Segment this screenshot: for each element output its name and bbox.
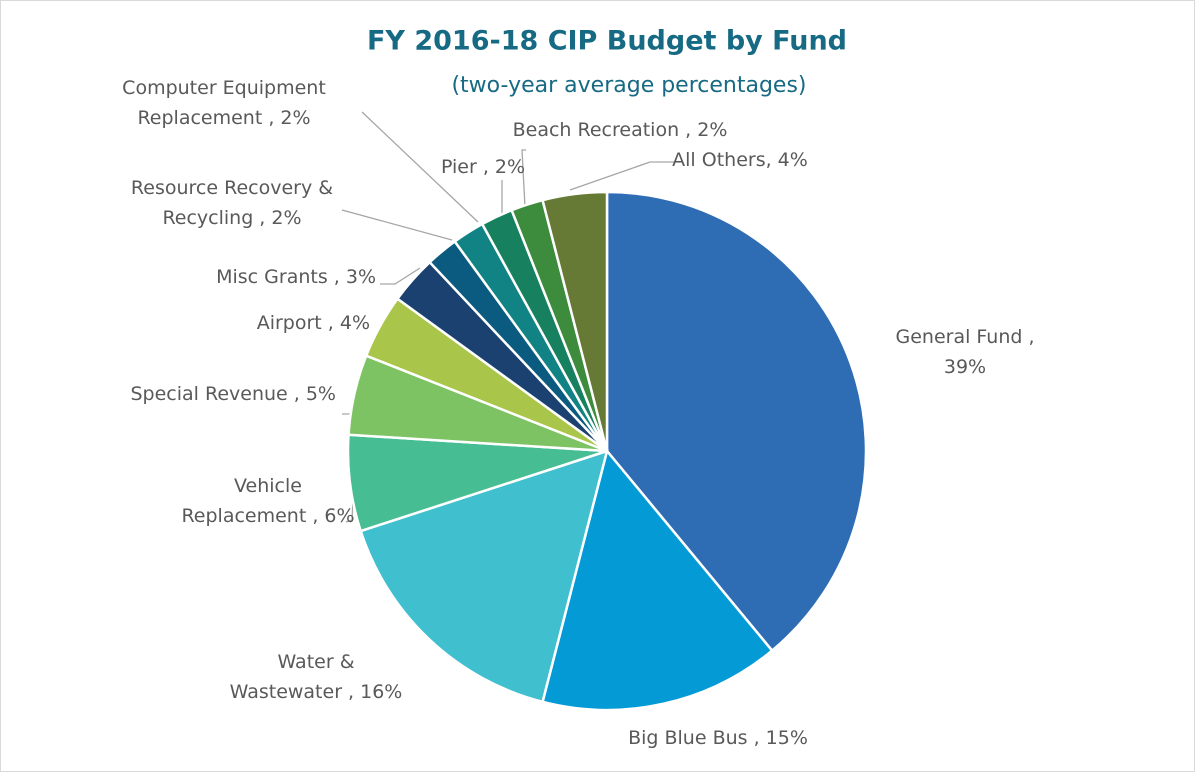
slice-label-line: Resource Recovery & (131, 177, 333, 199)
slice-label: Special Revenue , 5% (130, 383, 336, 405)
slice-label-line: Computer Equipment (122, 77, 326, 99)
slice-label-line: All Others, 4% (672, 149, 808, 171)
slice-label: Big Blue Bus , 15% (628, 727, 808, 749)
chart-subtitle: (two-year average percentages) (451, 73, 806, 98)
leader-line (341, 209, 453, 241)
slice-label-line: 39% (944, 356, 986, 378)
pie-slice (541, 190, 609, 452)
slice-label-line: Water & (277, 651, 354, 673)
slice-label: Beach Recreation , 2% (513, 119, 728, 141)
slice-label-line: Recycling , 2% (162, 207, 301, 229)
slice-label-line: Vehicle (234, 475, 302, 497)
slice-label-line: Beach Recreation , 2% (513, 119, 728, 141)
slice-label-line: Big Blue Bus , 15% (628, 727, 808, 749)
slice-label-line: Misc Grants , 3% (216, 266, 376, 288)
slice-label-line: Replacement , 2% (137, 107, 310, 129)
slice-label-line: General Fund , (895, 326, 1034, 348)
slice-label: All Others, 4% (672, 149, 808, 171)
slice-label-line: Replacement , 6% (181, 505, 354, 527)
pie-slice (541, 448, 774, 712)
slice-label: Airport , 4% (257, 312, 370, 334)
leader-line (569, 161, 680, 191)
slice-label-line: Special Revenue , 5% (130, 383, 336, 405)
slice-label: Pier , 2% (441, 156, 525, 178)
chart-title: FY 2016-18 CIP Budget by Fund (367, 26, 847, 57)
slice-label: Water & Wastewater , 16% (230, 651, 403, 703)
slice-label-line: Wastewater , 16% (230, 681, 403, 703)
pie (346, 190, 868, 712)
pie-slice (359, 449, 609, 704)
slice-label: Vehicle Replacement , 6% (181, 475, 354, 527)
slice-label-line: Pier , 2% (441, 156, 525, 178)
slice-label: Misc Grants , 3% (216, 266, 376, 288)
leader-line (521, 149, 526, 208)
slice-label: Computer Equipment Replacement , 2% (122, 77, 326, 129)
slice-label: Resource Recovery & Recycling , 2% (131, 177, 333, 229)
pie-slice (605, 190, 868, 653)
leader-line (361, 111, 479, 223)
leader-line (380, 267, 421, 285)
slice-label-line: Airport , 4% (257, 312, 370, 334)
slice-label: General Fund , 39% (895, 326, 1034, 378)
